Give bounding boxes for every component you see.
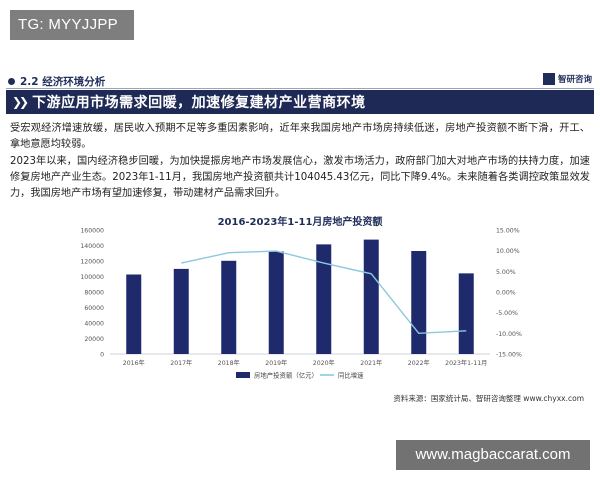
y-right-tick-label: 10.00% bbox=[496, 248, 520, 255]
investment-chart: 0 20000 40000 60000 80000 100000 120000 140000 1… bbox=[80, 228, 522, 380]
x-tick-label: 2022年 bbox=[408, 359, 430, 367]
watermark-site: www.magbaccarat.com bbox=[396, 440, 590, 470]
x-tick-label: 2020年 bbox=[313, 359, 335, 367]
section-title: 2.2 经济环境分析 bbox=[20, 76, 106, 88]
x-tick-label: 2019年 bbox=[265, 359, 287, 367]
y-left-tick-label: 60000 bbox=[84, 305, 104, 312]
y-right-tick-label: -15.00% bbox=[496, 352, 522, 359]
bar bbox=[316, 244, 332, 354]
brand-icon bbox=[542, 73, 555, 85]
x-tick-label: 2017年 bbox=[170, 359, 192, 367]
legend-swatch-bar bbox=[236, 372, 250, 378]
brand-name: 智研咨询 bbox=[557, 75, 592, 85]
y-right-tick-label: -10.00% bbox=[496, 331, 522, 338]
banner-title: 下游应用市场需求回暖，加速修复建材产业营商环境 bbox=[32, 95, 366, 111]
y-right-tick-label: -5.00% bbox=[496, 310, 518, 317]
divider bbox=[6, 88, 594, 89]
source-note: 资料来源：国家统计局、智研咨询整理 www.chyxx.com bbox=[393, 394, 584, 403]
y-left-tick-label: 40000 bbox=[84, 321, 104, 328]
y-right-tick-label: 5.00% bbox=[496, 269, 516, 276]
y-left-tick-label: 140000 bbox=[80, 243, 104, 250]
watermark-tag: TG: MYYJJPP bbox=[10, 10, 134, 40]
x-tick-label: 2016年 bbox=[123, 359, 145, 367]
bar bbox=[458, 273, 474, 354]
y-left-tick-label: 120000 bbox=[80, 259, 104, 266]
paragraph-1: 受宏观经济增速放缓，居民收入预期不足等多重因素影响，近年来我国房地产市场房持续低… bbox=[10, 123, 590, 150]
section-header: 2.2 经济环境分析 智研咨询 bbox=[6, 73, 594, 90]
bar bbox=[126, 274, 142, 354]
legend-label-bar: 房地产投资额（亿元） bbox=[254, 371, 318, 380]
bar bbox=[173, 268, 189, 354]
y-right-tick-label: 0.00% bbox=[496, 290, 516, 297]
banner: ❯❯ 下游应用市场需求回暖，加速修复建材产业营商环境 bbox=[6, 90, 594, 114]
x-tick-label: 2023年1-11月 bbox=[445, 359, 487, 367]
bar bbox=[411, 251, 427, 354]
paragraph-2: 2023年以来，国内经济稳步回暖，为加快提振房地产市场发展信心，激发市场活力，政… bbox=[10, 156, 590, 199]
y-left-tick-label: 80000 bbox=[84, 290, 104, 297]
legend-label-line: 同比增速 bbox=[338, 371, 364, 380]
y-right-tick-label: 15.00% bbox=[496, 228, 520, 235]
bar bbox=[221, 260, 237, 354]
brand-logo: 智研咨询 bbox=[542, 73, 592, 85]
bar bbox=[268, 251, 284, 354]
y-left-tick-label: 0 bbox=[100, 352, 104, 359]
x-tick-label: 2018年 bbox=[218, 359, 240, 367]
x-tick-label: 2021年 bbox=[360, 359, 382, 367]
bar bbox=[363, 239, 379, 354]
y-left-tick-label: 20000 bbox=[84, 336, 104, 343]
y-left-tick-label: 100000 bbox=[80, 274, 104, 281]
chart-title: 2016-2023年1-11月房地产投资额 bbox=[217, 217, 383, 228]
y-left-tick-label: 160000 bbox=[80, 228, 104, 235]
double-chevron-icon: ❯❯ bbox=[12, 95, 29, 109]
bullet-icon bbox=[8, 78, 15, 85]
